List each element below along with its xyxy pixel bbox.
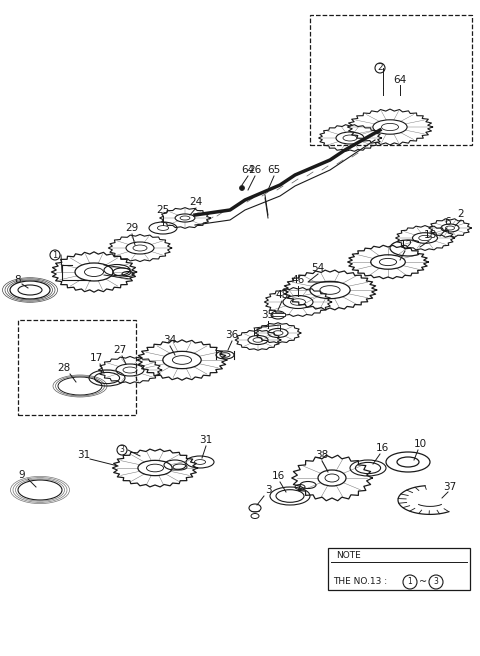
Text: 2: 2 [377,64,383,73]
Text: 37: 37 [444,482,456,492]
Text: 10: 10 [413,439,427,449]
Text: 64: 64 [241,165,254,175]
Text: 24: 24 [190,197,203,207]
Text: 35: 35 [262,310,275,320]
Text: 3: 3 [264,485,271,495]
Text: 36: 36 [226,330,239,340]
Text: 25: 25 [156,205,169,215]
Text: 3: 3 [433,577,438,586]
Text: 46: 46 [291,275,305,285]
Text: 2: 2 [458,209,464,219]
Bar [271,313,285,316]
Text: 3: 3 [120,445,124,455]
Text: 34: 34 [163,335,177,345]
Text: 27: 27 [113,345,127,355]
Text: 12: 12 [399,240,413,250]
Text: 1: 1 [408,577,412,586]
Text: 18: 18 [423,230,437,240]
Text: 31: 31 [199,435,213,445]
Text: 48: 48 [276,290,288,300]
Text: 64: 64 [394,75,407,85]
Text: NOTE: NOTE [336,550,361,560]
Text: ~: ~ [419,577,427,587]
Text: 29: 29 [125,223,139,233]
Text: 16: 16 [375,443,389,453]
Text: 17: 17 [89,353,103,363]
Text: 9: 9 [19,470,25,480]
Bar [18,320,136,415]
Text: 28: 28 [58,363,71,373]
Bar [310,15,472,145]
Text: 16: 16 [271,471,285,481]
Text: THE NO.13 :: THE NO.13 : [333,577,387,586]
Text: 54: 54 [312,263,324,273]
Bar [328,548,470,590]
Circle shape [240,186,244,190]
Text: 1: 1 [52,251,58,260]
Text: 6: 6 [444,217,451,227]
Text: 31: 31 [77,450,91,460]
Text: 8: 8 [15,275,21,285]
Text: 26: 26 [248,165,262,175]
Text: 38: 38 [315,450,329,460]
Text: 65: 65 [267,165,281,175]
